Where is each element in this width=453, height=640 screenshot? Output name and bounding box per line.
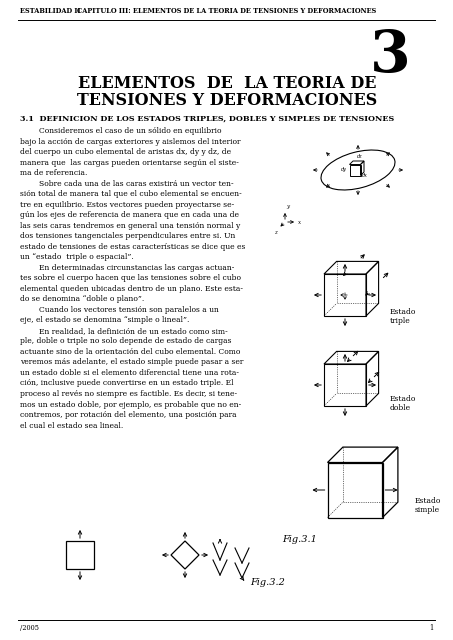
Text: ESTABILIDAD II: ESTABILIDAD II — [20, 7, 81, 15]
Text: Consideremos el caso de un sólido en equilibrio
bajo la acción de cargas exterio: Consideremos el caso de un sólido en equ… — [20, 127, 246, 429]
Text: TENSIONES Y DEFORMACIONES: TENSIONES Y DEFORMACIONES — [77, 92, 377, 109]
Text: Estado
triple: Estado triple — [390, 308, 416, 325]
Text: 1: 1 — [429, 624, 433, 632]
Text: Estado
doble: Estado doble — [390, 395, 416, 412]
Text: 3.1  DEFINICION DE LOS ESTADOS TRIPLES, DOBLES Y SIMPLES DE TENSIONES: 3.1 DEFINICION DE LOS ESTADOS TRIPLES, D… — [20, 115, 394, 123]
Text: /2005: /2005 — [20, 624, 39, 632]
Text: ELEMENTOS  DE  LA TEORIA DE: ELEMENTOS DE LA TEORIA DE — [78, 75, 376, 92]
Text: x: x — [298, 220, 301, 225]
Text: 3: 3 — [370, 28, 410, 84]
Text: Fig.3.1: Fig.3.1 — [283, 535, 318, 544]
Text: Estado
simple: Estado simple — [415, 497, 441, 514]
Text: dz: dz — [357, 154, 363, 159]
Text: dy: dy — [341, 166, 347, 172]
Text: Fig.3.2: Fig.3.2 — [250, 578, 285, 587]
Text: y: y — [286, 204, 289, 209]
Text: CAPITULO III: ELEMENTOS DE LA TEORIA DE TENSIONES Y DEFORMACIONES: CAPITULO III: ELEMENTOS DE LA TEORIA DE … — [77, 7, 376, 15]
Text: dx: dx — [362, 173, 368, 178]
Text: z: z — [274, 230, 277, 235]
